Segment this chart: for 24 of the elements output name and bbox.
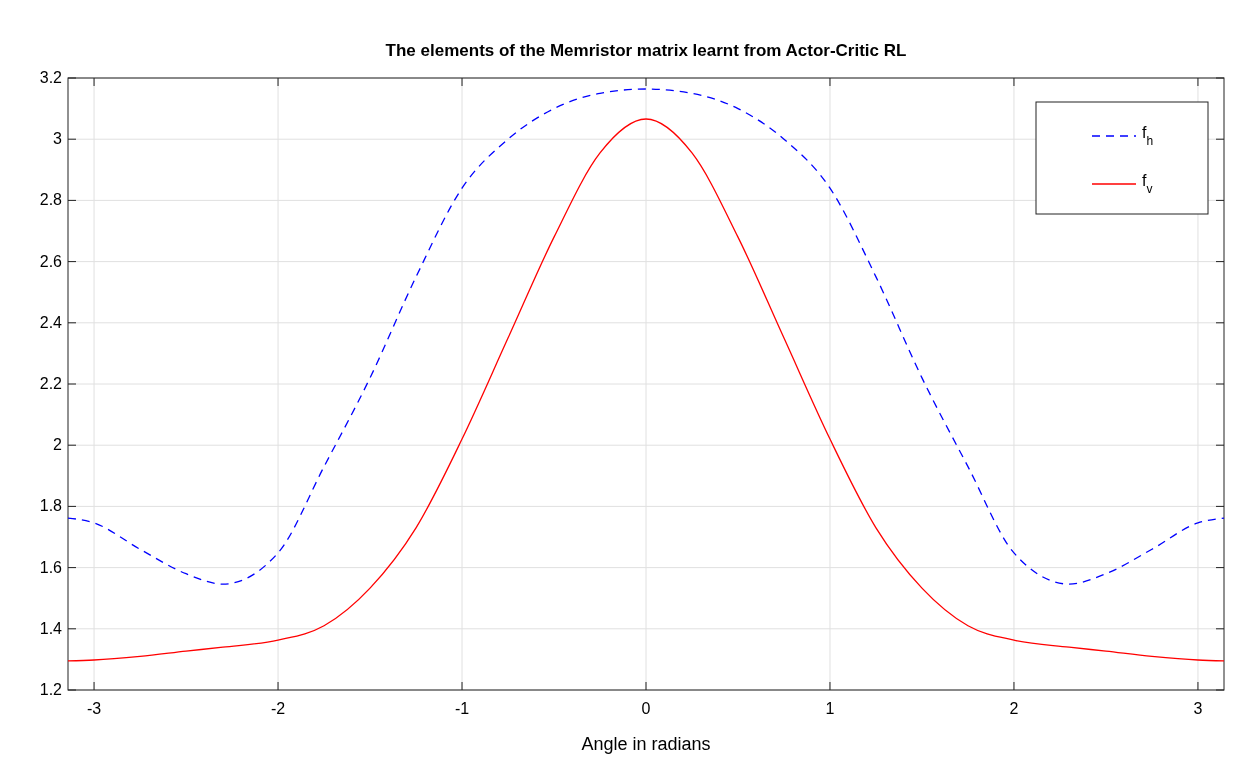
line-series	[67, 118, 1225, 662]
y-tick-label: 1.2	[39, 681, 63, 698]
line-series	[67, 88, 1225, 585]
chart-title: The elements of the Memristor matrix learnt from Actor-Critic RL	[385, 41, 907, 60]
y-tick-label: 3	[53, 130, 63, 148]
x-tick-label: 2	[1009, 700, 1019, 717]
y-tick-label: 2.6	[39, 252, 63, 270]
y-tick-label: 3.2	[39, 69, 63, 86]
y-tick-label: 1.6	[39, 558, 63, 576]
y-tick-label: 2	[53, 436, 63, 454]
x-axis-title: Angle in radians	[581, 734, 711, 754]
x-tick-label: -3	[86, 700, 102, 717]
y-tick-label: 1.8	[39, 497, 63, 515]
y-tick-label: 2.2	[39, 375, 63, 392]
legend-label: f$_{v}$	[1142, 172, 1153, 196]
x-tick-label: -1	[454, 700, 470, 717]
y-tick-label: 2.8	[39, 191, 63, 209]
y-tick-label: 2.4	[39, 313, 63, 331]
y-tick-label: 1.4	[39, 619, 63, 637]
x-tick-label: -2	[270, 700, 286, 717]
legend-label: f$_{h}$	[1142, 124, 1154, 148]
x-tick-label: 1	[825, 700, 835, 717]
x-tick-label: 0	[641, 700, 651, 717]
x-tick-label: 3	[1193, 700, 1203, 717]
